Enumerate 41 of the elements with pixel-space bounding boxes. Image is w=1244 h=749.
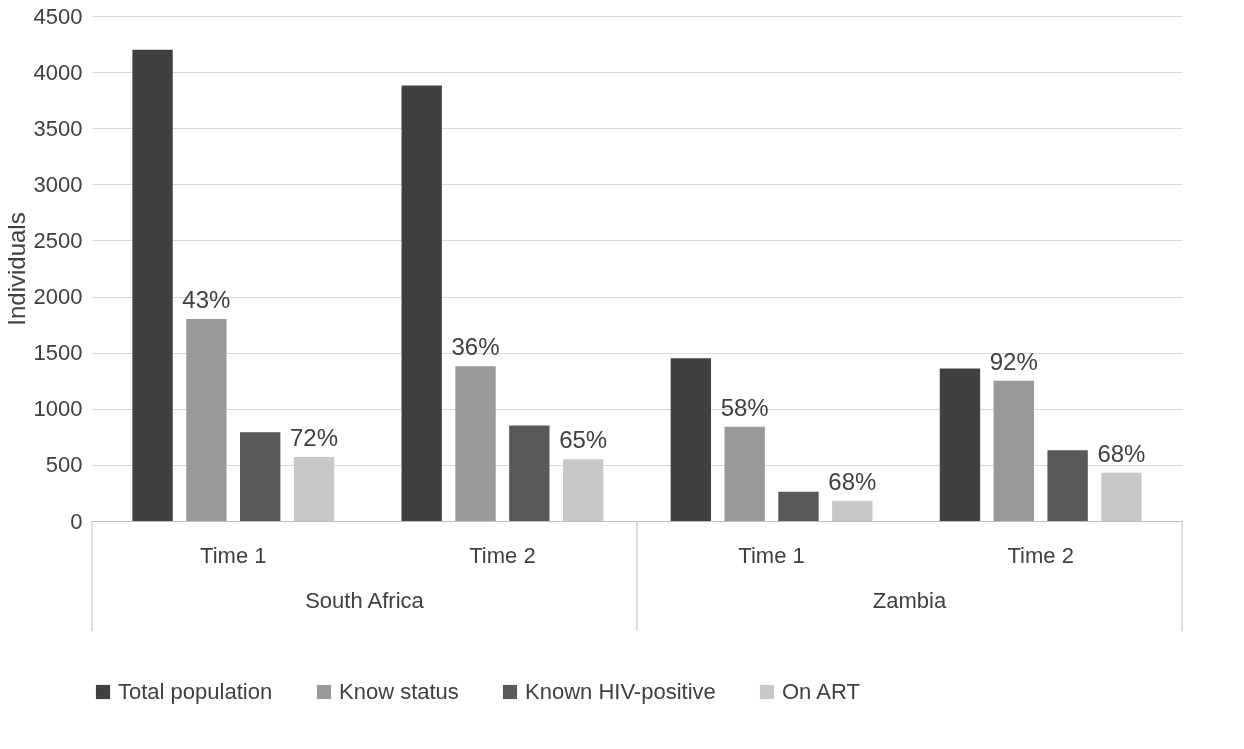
- annotation: 68%: [828, 467, 877, 495]
- bar: [455, 366, 496, 521]
- y-tick-label: 0: [70, 508, 83, 534]
- bar: [509, 425, 550, 521]
- bar: [401, 85, 442, 521]
- y-tick-label: 1000: [33, 396, 83, 422]
- legend-label: Total population: [118, 679, 273, 704]
- annotation: 58%: [720, 393, 769, 421]
- y-tick-label: 4500: [33, 3, 83, 29]
- legend-label: On ART: [782, 679, 860, 704]
- bar: [1047, 450, 1088, 521]
- bar: [993, 380, 1034, 521]
- bar: [240, 432, 281, 521]
- bar: [724, 426, 765, 521]
- bar: [778, 491, 819, 521]
- annotation: 65%: [559, 426, 608, 454]
- y-axis-title: Individuals: [2, 212, 30, 326]
- y-tick-label: 4000: [33, 59, 83, 85]
- bar: [939, 368, 981, 521]
- text: Zambia: [872, 588, 947, 613]
- y-tick-label: 3000: [33, 171, 83, 197]
- bar: [186, 319, 227, 521]
- text: South Africa: [305, 588, 425, 613]
- x-tick-label: Time 1: [738, 542, 805, 568]
- y-tick-label: 500: [45, 452, 83, 478]
- legend-label: Know status: [339, 679, 459, 704]
- y-tick-label: 2500: [33, 227, 83, 253]
- y-tick-label: 2000: [33, 284, 83, 310]
- x-tick-label: Time 1: [200, 542, 267, 568]
- annotation: 36%: [451, 333, 500, 361]
- legend-label: Known HIV-positive: [525, 679, 716, 704]
- bar: [132, 49, 173, 521]
- annotation: 68%: [1097, 439, 1146, 467]
- bar: [670, 358, 712, 521]
- x-tick-label: Time 2: [1007, 542, 1074, 568]
- annotation: 72%: [290, 424, 339, 452]
- y-tick-label: 3500: [33, 115, 83, 141]
- annotation: 43%: [182, 286, 231, 313]
- y-tick-label: 1500: [33, 340, 83, 366]
- x-tick-label: Time 2: [469, 542, 536, 568]
- annotation: 92%: [989, 347, 1038, 375]
